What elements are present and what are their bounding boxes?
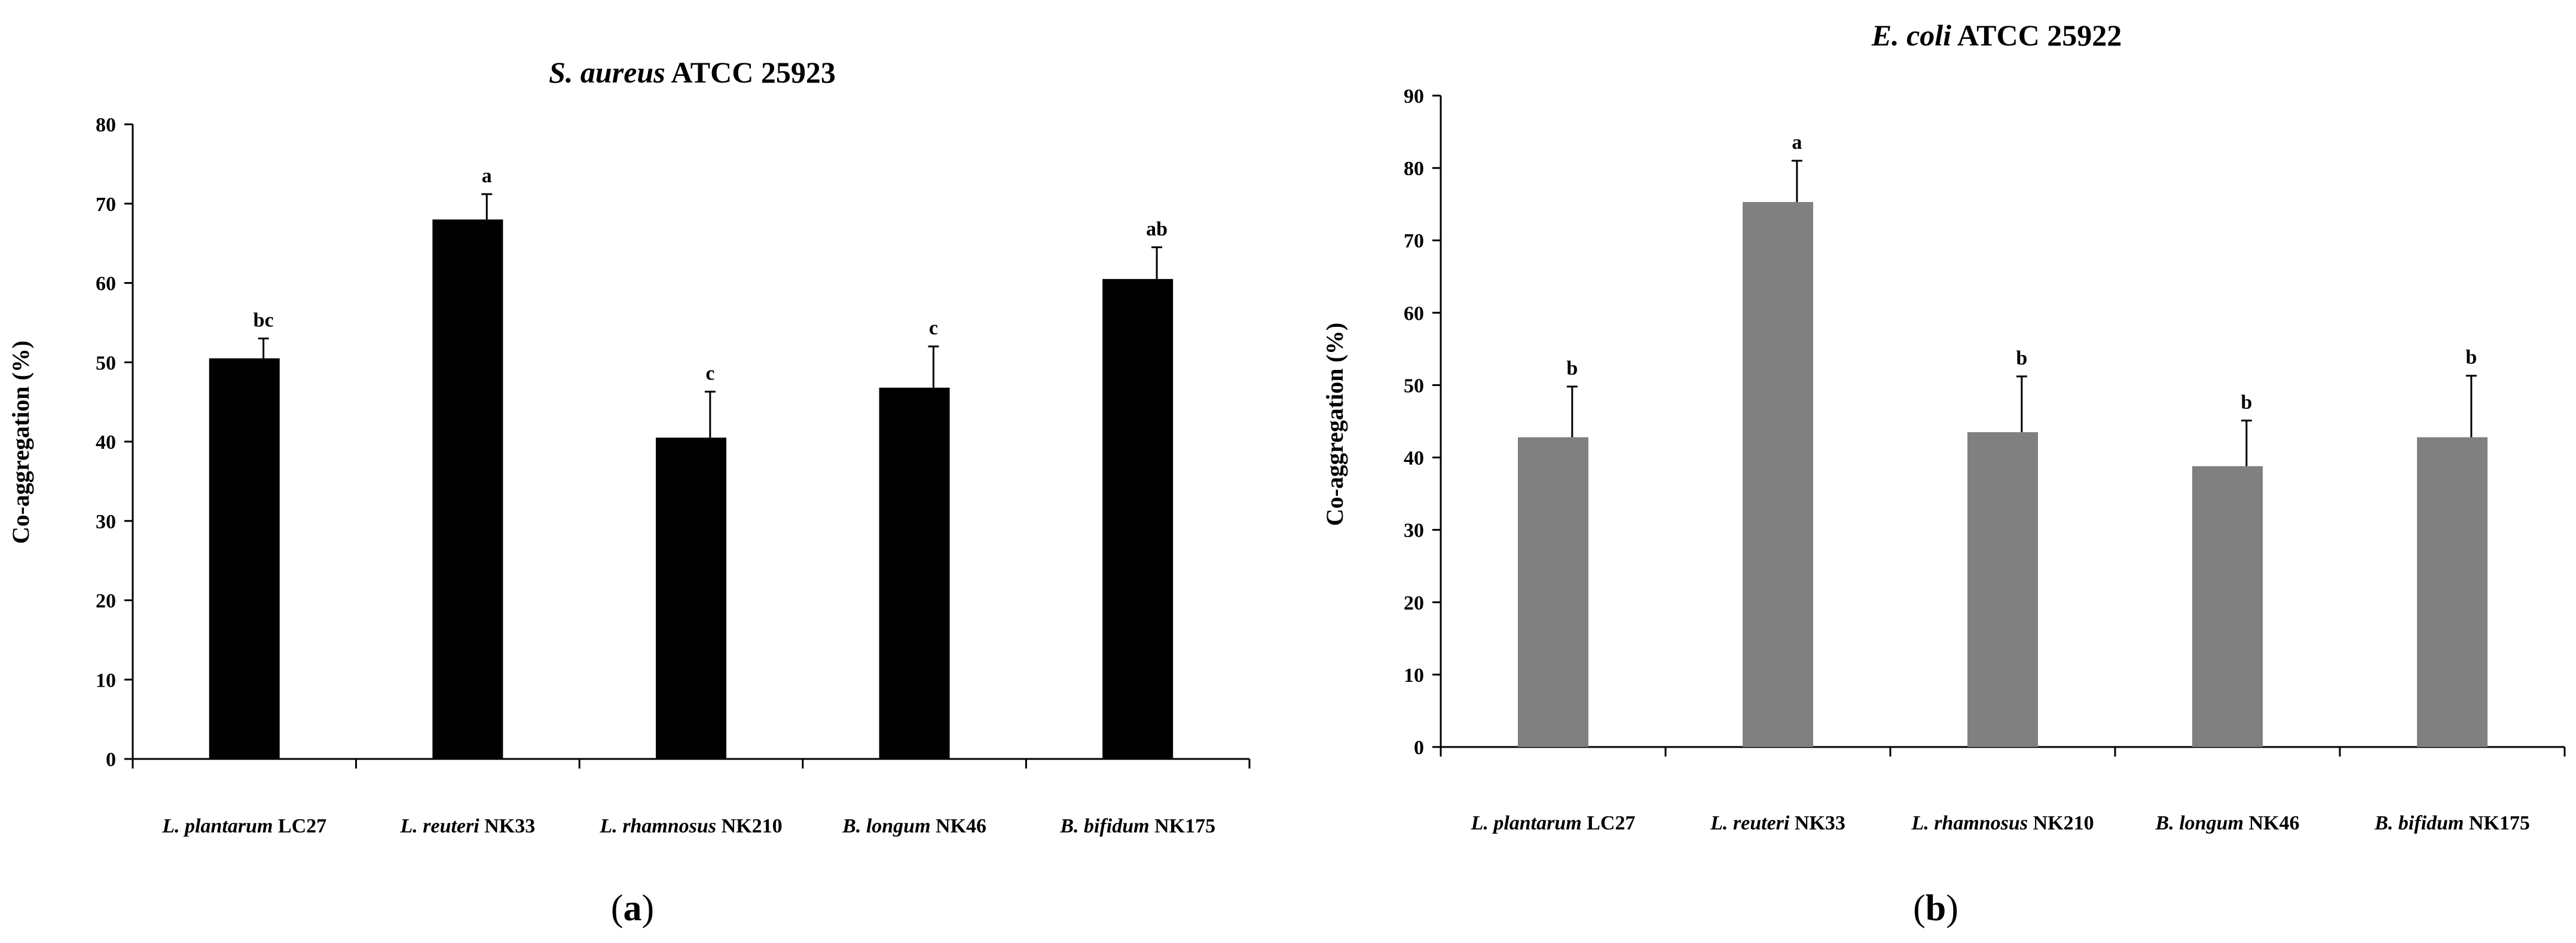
x-tick-label: L. reuteri NK33 [1710,812,1845,834]
significance-letter: b [2016,347,2027,369]
significance-letter: a [482,165,492,187]
y-axis-label: Co-aggregation (%) [7,341,34,544]
bar [879,387,950,759]
chart-title-species: S. aureus [549,56,665,89]
y-tick-label: 0 [1414,737,1424,759]
bar [1743,202,1813,747]
panel-label: (b) [1913,888,1958,929]
chart-title: S. aureus ATCC 25923 [549,56,836,89]
significance-letter: ab [1146,218,1168,240]
significance-letter: a [1792,131,1802,154]
bar [1967,432,2038,747]
significance-letter: b [2241,391,2252,414]
y-tick-label: 40 [1404,448,1424,470]
x-tick-label: L. plantarum LC27 [161,815,326,837]
x-tick-label: B. longum NK46 [2155,812,2300,834]
x-tick-label: L. plantarum LC27 [1471,812,1636,834]
bar [1518,437,1588,747]
y-tick-label: 60 [1404,302,1424,324]
y-tick-label: 10 [96,669,116,691]
chart-panel-b: E. coli ATCC 25922 0 10 20 30 40 50 60 70 80 90 Co-… [1321,19,2566,929]
y-tick-label: 70 [96,194,116,216]
bar [432,219,503,759]
y-tick-label: 80 [96,114,116,136]
y-tick-label: 20 [96,590,116,613]
chart-title-strain: ATCC 25922 [1951,19,2122,52]
chart-title-strain: ATCC 25923 [665,56,836,89]
x-tick-label: B. longum NK46 [842,815,986,837]
bar [209,358,280,759]
significance-letter: c [929,317,938,339]
y-tick-label: 40 [96,431,116,454]
y-tick-label: 60 [96,273,116,295]
panel-label: (a) [611,888,654,929]
x-tick-label: L. rhamnosus NK210 [1911,812,2094,834]
chart-panel-a: S. aureus ATCC 25923 0 10 20 30 40 50 60 70 80 Co-… [7,56,1251,929]
y-tick-label: 10 [1404,665,1424,687]
chart-title-species: E. coli [1871,19,1951,52]
bar [2417,437,2488,747]
chart-title: E. coli ATCC 25922 [1871,19,2122,52]
bar [1102,278,1174,759]
significance-letter: c [705,362,714,384]
x-tick-label: L. rhamnosus NK210 [599,815,782,837]
bar [656,437,726,759]
significance-letter: b [1566,357,1578,379]
y-tick-label: 0 [106,749,116,771]
x-tick-label: L. reuteri NK33 [400,815,536,837]
y-tick-label: 50 [96,352,116,374]
bar [2192,466,2263,747]
significance-letter: bc [253,309,274,331]
y-tick-label: 70 [1404,230,1424,252]
x-tick-label: B. bifidum NK175 [1059,815,1215,837]
y-tick-label: 30 [96,511,116,533]
significance-letter: b [2465,347,2477,369]
y-tick-label: 90 [1404,85,1424,108]
x-tick-label: B. bifidum NK175 [2374,812,2530,834]
y-tick-label: 50 [1404,375,1424,397]
y-axis-label: Co-aggregation (%) [1321,323,1348,526]
y-tick-label: 30 [1404,520,1424,542]
y-tick-label: 80 [1404,158,1424,180]
y-tick-label: 20 [1404,592,1424,614]
